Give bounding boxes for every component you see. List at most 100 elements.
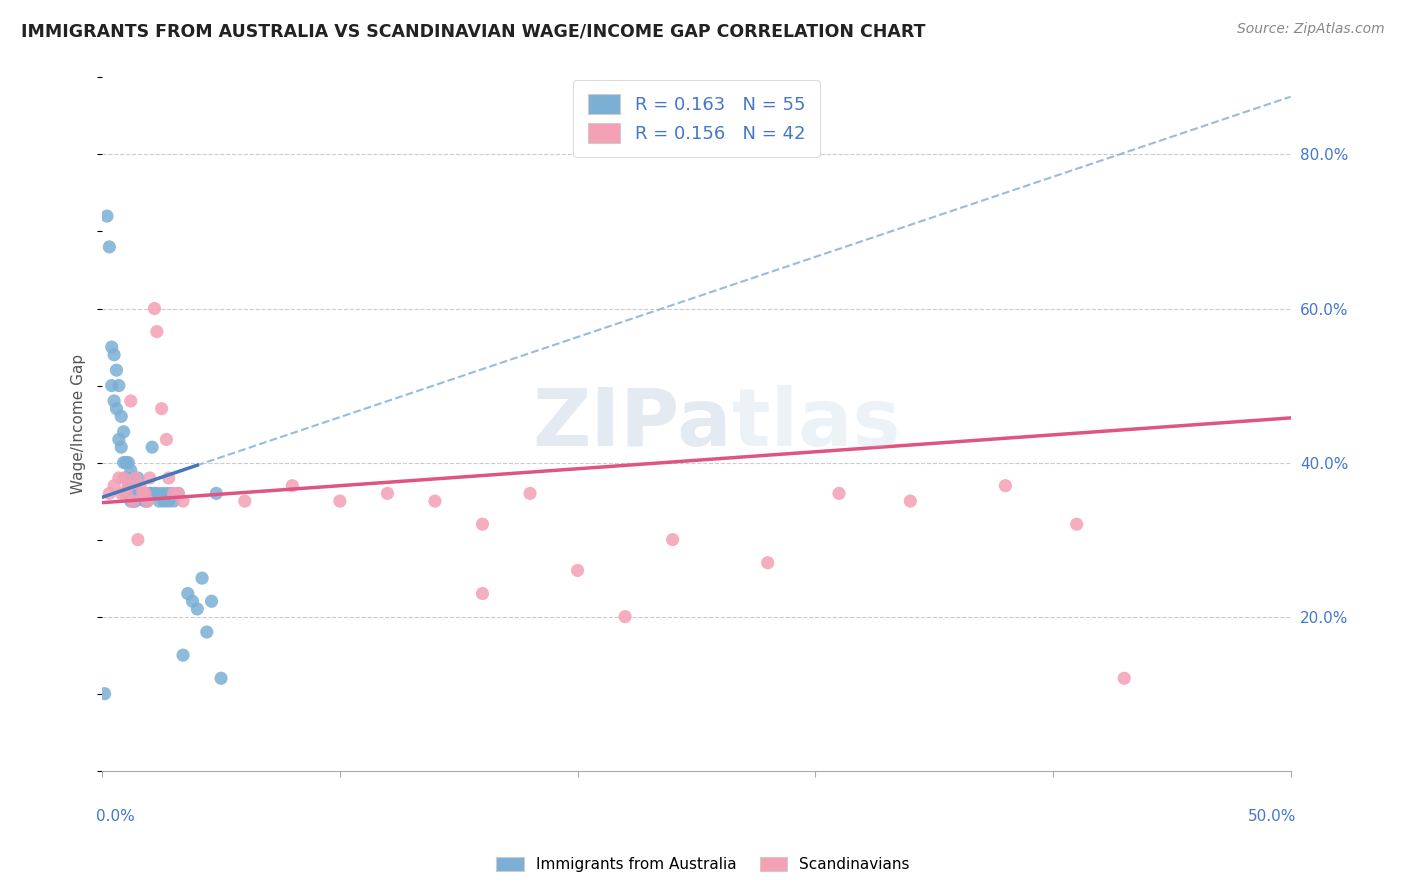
Point <box>117 479 139 493</box>
Point <box>994 479 1017 493</box>
Point <box>134 494 156 508</box>
Point <box>115 456 138 470</box>
Point <box>103 479 125 493</box>
Point <box>1066 517 1088 532</box>
Point <box>122 471 145 485</box>
Point <box>146 486 169 500</box>
Point <box>828 486 851 500</box>
Point <box>191 571 214 585</box>
Point <box>117 456 139 470</box>
Point <box>103 394 125 409</box>
Point <box>120 463 142 477</box>
Point <box>100 378 122 392</box>
Point <box>167 486 190 500</box>
Legend: Immigrants from Australia, Scandinavians: Immigrants from Australia, Scandinavians <box>489 849 917 880</box>
Point <box>146 325 169 339</box>
Point <box>143 486 166 500</box>
Text: 50.0%: 50.0% <box>1249 809 1296 824</box>
Point <box>124 494 146 508</box>
Point <box>139 471 162 485</box>
Point <box>96 209 118 223</box>
Point <box>200 594 222 608</box>
Point <box>898 494 921 508</box>
Point <box>709 132 731 146</box>
Point <box>519 486 541 500</box>
Point <box>129 479 152 493</box>
Point <box>120 394 142 409</box>
Point <box>100 340 122 354</box>
Point <box>1114 671 1136 685</box>
Point <box>120 494 142 508</box>
Y-axis label: Wage/Income Gap: Wage/Income Gap <box>72 354 86 494</box>
Point <box>471 586 494 600</box>
Point <box>143 301 166 316</box>
Point <box>110 440 132 454</box>
Point <box>98 486 121 500</box>
Point <box>112 471 135 485</box>
Point <box>105 401 128 416</box>
Point <box>115 486 138 500</box>
Point <box>136 494 159 508</box>
Point <box>93 687 115 701</box>
Point <box>661 533 683 547</box>
Point <box>148 494 170 508</box>
Point <box>157 471 180 485</box>
Point <box>186 602 208 616</box>
Point <box>155 486 177 500</box>
Point <box>181 594 204 608</box>
Point <box>162 486 184 500</box>
Point <box>112 425 135 439</box>
Point <box>117 479 139 493</box>
Point <box>423 494 446 508</box>
Point <box>120 486 142 500</box>
Point <box>115 486 138 500</box>
Point <box>127 533 149 547</box>
Point <box>172 494 194 508</box>
Point <box>167 486 190 500</box>
Point <box>122 494 145 508</box>
Point <box>127 471 149 485</box>
Point <box>377 486 399 500</box>
Point <box>136 494 159 508</box>
Point <box>108 433 131 447</box>
Point <box>115 471 138 485</box>
Point <box>150 486 173 500</box>
Point <box>153 494 176 508</box>
Point <box>172 648 194 662</box>
Point <box>139 486 162 500</box>
Point <box>177 586 200 600</box>
Point <box>108 471 131 485</box>
Text: 0.0%: 0.0% <box>96 809 135 824</box>
Point <box>157 494 180 508</box>
Point <box>131 486 153 500</box>
Point <box>98 240 121 254</box>
Point <box>141 440 163 454</box>
Point <box>150 401 173 416</box>
Point <box>614 609 637 624</box>
Point <box>124 479 146 493</box>
Point <box>471 517 494 532</box>
Point <box>205 486 228 500</box>
Point <box>281 479 304 493</box>
Point <box>103 348 125 362</box>
Point <box>110 486 132 500</box>
Point <box>108 378 131 392</box>
Point <box>127 486 149 500</box>
Text: Source: ZipAtlas.com: Source: ZipAtlas.com <box>1237 22 1385 37</box>
Point <box>195 625 218 640</box>
Point <box>139 486 162 500</box>
Point <box>112 456 135 470</box>
Point <box>162 494 184 508</box>
Point <box>105 363 128 377</box>
Point <box>131 486 153 500</box>
Point <box>756 556 779 570</box>
Point <box>110 409 132 424</box>
Point <box>155 433 177 447</box>
Point <box>567 563 589 577</box>
Point <box>122 494 145 508</box>
Point <box>124 471 146 485</box>
Point <box>134 486 156 500</box>
Legend: R = 0.163   N = 55, R = 0.156   N = 42: R = 0.163 N = 55, R = 0.156 N = 42 <box>574 79 820 157</box>
Text: tlas: tlas <box>733 385 901 463</box>
Text: ZIPa: ZIPa <box>533 385 733 463</box>
